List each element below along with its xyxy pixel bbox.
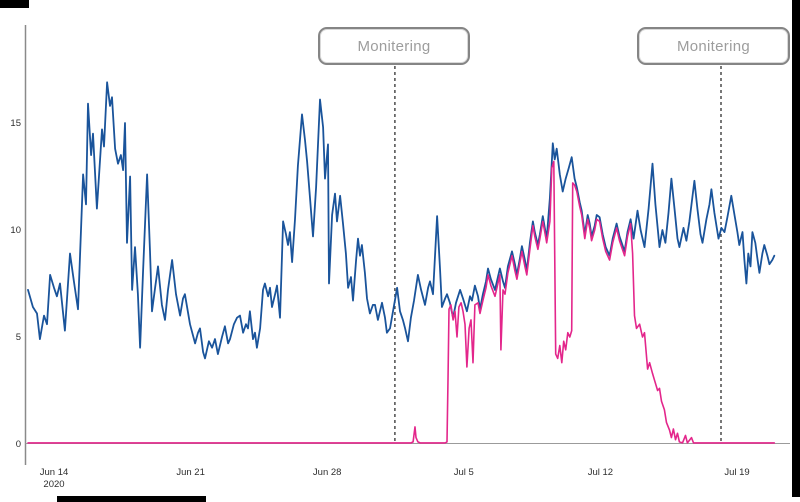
annotation-label: Monitering [676, 37, 751, 55]
y-tick-label-5: 5 [16, 332, 21, 343]
y-tick-label-0: 0 [16, 439, 21, 450]
annotation-label: Monitering [357, 37, 431, 55]
annotation-box-monitering-1: Monitering [318, 27, 470, 65]
x-tick-label-0: Jun 14 [40, 467, 69, 478]
y-tick-label-15: 15 [10, 118, 21, 129]
x-tick-label-3: Jul 5 [454, 467, 474, 478]
x-tick-label-2: Jun 28 [313, 467, 342, 478]
y-tick-label-10: 10 [10, 225, 21, 236]
screen-artifact-right-bar [792, 0, 800, 497]
pink-series-line [27, 160, 776, 444]
x-tick-label-1: Jun 21 [176, 467, 205, 478]
annotation-box-monitering-2: Monitering [637, 27, 790, 65]
screen-artifact-bottom-bar [57, 496, 206, 502]
blue-series-line [27, 81, 776, 360]
x-tick-label-4: Jul 12 [588, 467, 613, 478]
screen-artifact-top-left [0, 0, 29, 8]
x-tick-label-5: Jul 19 [724, 467, 749, 478]
x-axis-year-label: 2020 [43, 479, 64, 490]
